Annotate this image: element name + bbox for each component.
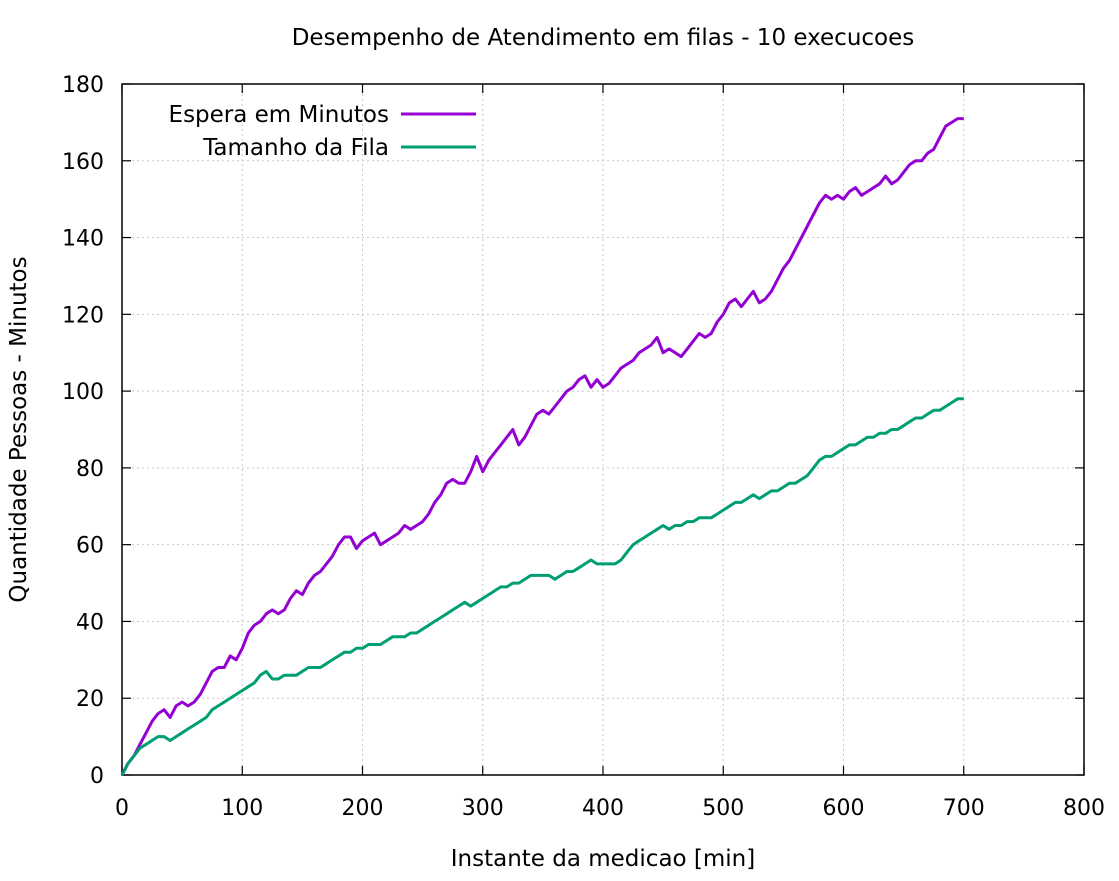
chart-title: Desempenho de Atendimento em filas - 10 …	[292, 25, 915, 51]
x-tick-label: 500	[702, 796, 744, 821]
series-line-2	[120, 397, 964, 776]
y-tick-label: 180	[62, 73, 104, 98]
y-tick-label: 80	[76, 457, 104, 482]
y-tick-label: 140	[62, 227, 104, 252]
y-tick-label: 60	[76, 534, 104, 559]
x-tick-label: 200	[342, 796, 384, 821]
x-tick-label: 700	[943, 796, 985, 821]
series-lines	[120, 117, 964, 776]
x-tick-label: 800	[1063, 796, 1105, 821]
x-tick-label: 300	[462, 796, 504, 821]
x-tick-label: 600	[823, 796, 865, 821]
y-axis-title: Quantidade Pessoas - Minutos	[6, 256, 32, 602]
legend-label-2: Tamanho da Fila	[202, 135, 389, 161]
x-tick-label: 0	[115, 796, 129, 821]
x-tick-label: 100	[221, 796, 263, 821]
legend: Espera em Minutos Tamanho da Fila	[169, 102, 476, 161]
x-axis-title: Instante da medicao [min]	[451, 846, 756, 872]
y-tick-label: 160	[62, 150, 104, 175]
tick-labels: 0 100 200 300 400 500 600 700 800 0 20 40 60 80 100 120…	[62, 73, 1105, 821]
y-tick-label: 0	[90, 764, 104, 789]
x-tick-label: 400	[582, 796, 624, 821]
y-tick-label: 100	[62, 380, 104, 405]
axis-ticks	[121, 83, 1085, 776]
series-line-1	[120, 117, 964, 776]
legend-label-1: Espera em Minutos	[169, 102, 389, 128]
y-tick-label: 20	[76, 687, 104, 712]
y-tick-label: 120	[62, 303, 104, 328]
y-tick-label: 40	[76, 610, 104, 635]
